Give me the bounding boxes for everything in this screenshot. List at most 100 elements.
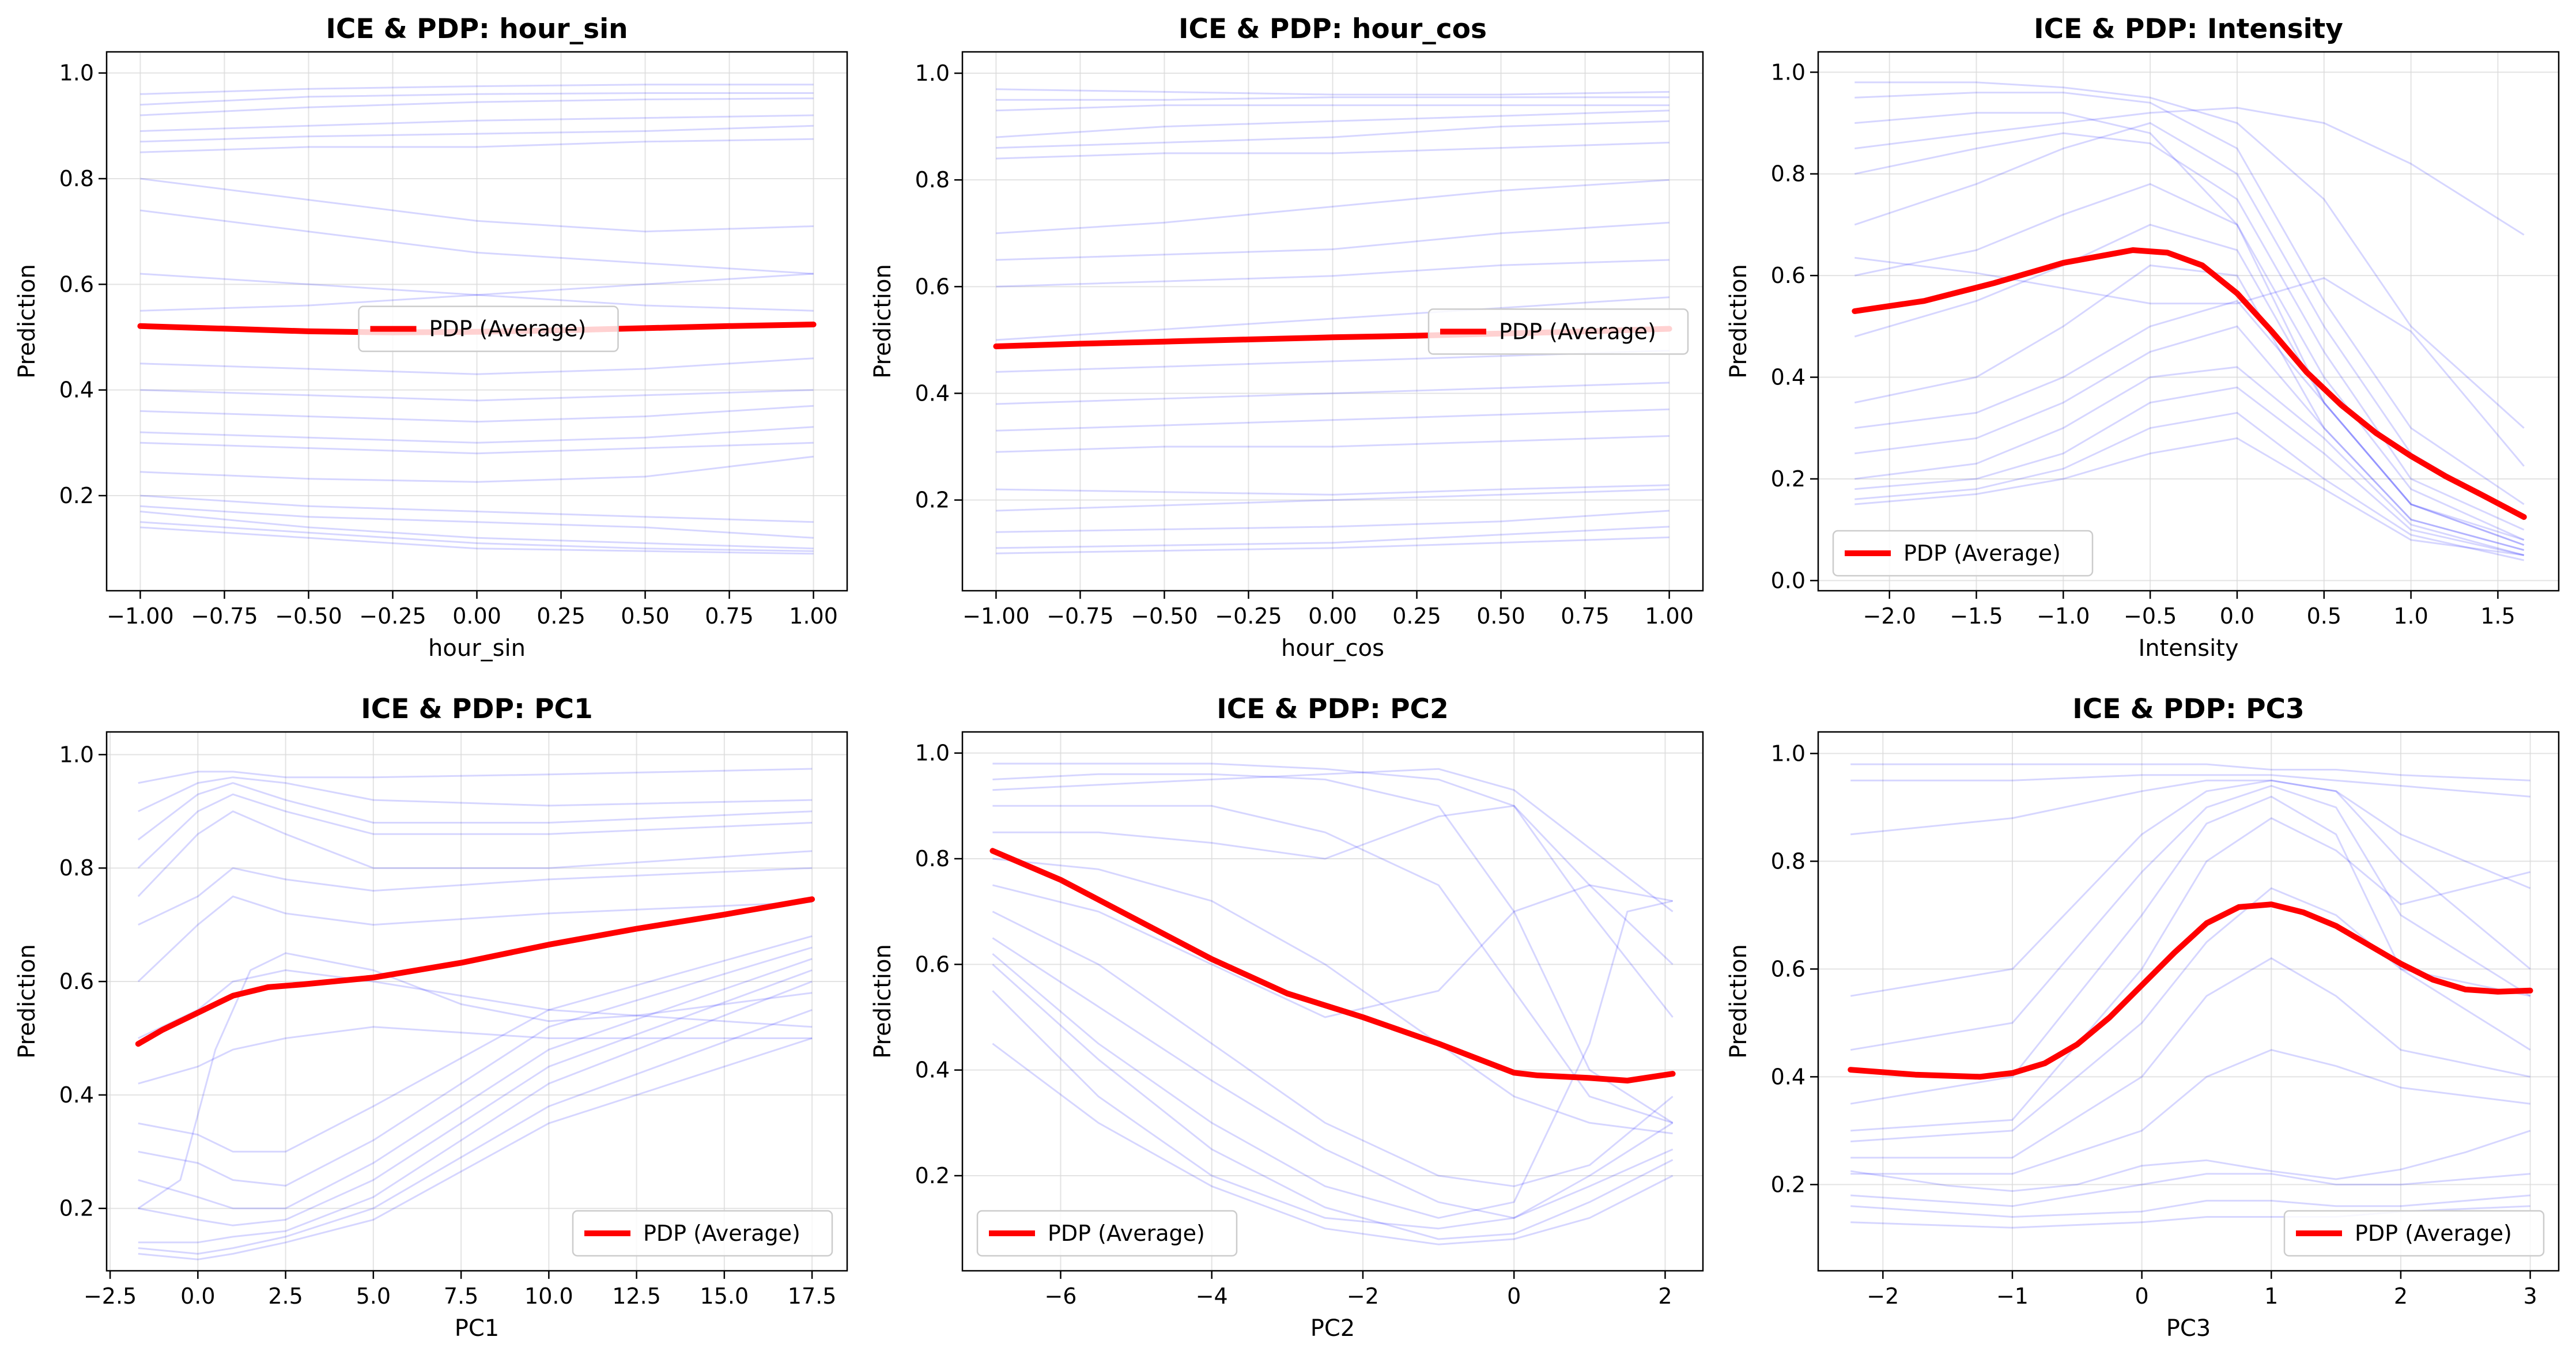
ice-line (138, 867, 813, 926)
chart-title: ICE & PDP: PC1 (361, 693, 593, 725)
ice-line (1854, 300, 2525, 546)
x-tick-label: 1.5 (2480, 603, 2515, 629)
ice-line (1854, 107, 2525, 236)
ice-line (1854, 366, 2525, 556)
x-tick-label: 1.00 (1645, 603, 1694, 629)
ice-line (1850, 1194, 2530, 1218)
ice-line (137, 895, 813, 983)
ice-line (992, 768, 1674, 912)
data-layer (1848, 763, 2533, 1229)
y-tick-label: 1.0 (915, 61, 950, 86)
x-tick-label: 0.75 (1561, 603, 1610, 629)
ice-line (140, 426, 814, 444)
y-tick-label: 0.2 (1771, 1172, 1806, 1197)
x-tick-label: −6 (1044, 1283, 1077, 1309)
ice-line (1850, 1049, 2530, 1175)
y-axis-label: Prediction (14, 944, 40, 1059)
ice-line (992, 1043, 1674, 1245)
x-axis-label: hour_sin (428, 635, 526, 662)
ice-line (1850, 774, 2530, 798)
legend: PDP (Average) (1427, 308, 1689, 355)
chart-title: ICE & PDP: hour_cos (1179, 13, 1487, 45)
x-tick-label: 0 (1507, 1283, 1521, 1309)
x-tick-label: 0.50 (621, 603, 670, 629)
y-axis-label: Prediction (1725, 264, 1752, 379)
ice-line (992, 964, 1674, 1240)
ice-line (1850, 779, 2531, 997)
x-tick-label: −0.75 (1047, 603, 1113, 629)
ice-line (140, 138, 814, 153)
ice-line (996, 296, 1670, 341)
ice-line (996, 526, 1670, 549)
x-tick-label: 0.5 (2307, 603, 2341, 629)
ice-line (140, 114, 814, 132)
x-tick-label: 0.0 (180, 1283, 215, 1309)
ice-line (140, 273, 814, 312)
x-tick-label: 15.0 (700, 1283, 749, 1309)
ice-line (1854, 325, 2525, 551)
x-tick-label: 1.0 (2393, 603, 2428, 629)
data-layer (989, 762, 1676, 1245)
ice-line (996, 110, 1670, 138)
y-axis-label: Prediction (1725, 944, 1752, 1059)
x-axis-label: PC2 (1310, 1315, 1355, 1342)
x-tick-label: −1.00 (962, 603, 1029, 629)
x-tick-label: 0 (2135, 1283, 2149, 1309)
axes-frame (1817, 51, 2560, 592)
ice-line (1850, 785, 2531, 1051)
ice-line (996, 536, 1670, 554)
y-tick-label: 0.6 (1771, 956, 1806, 981)
y-axis-label: Prediction (14, 264, 40, 379)
ice-line (992, 937, 1674, 1219)
ice-line (137, 952, 813, 1209)
ice-line (138, 1037, 813, 1260)
ice-line (138, 776, 813, 813)
legend-label: PDP (Average) (1903, 541, 2061, 566)
x-tick-label: 0.50 (1476, 603, 1525, 629)
y-tick-label: 1.0 (59, 742, 94, 767)
x-axis-label: PC1 (455, 1315, 500, 1342)
ice-line (1854, 132, 2525, 531)
legend: PDP (Average) (1832, 530, 2094, 577)
ice-line (992, 884, 1673, 1018)
legend: PDP (Average) (976, 1210, 1238, 1257)
y-tick-label: 0.6 (1771, 263, 1806, 288)
ice-line (1854, 256, 2525, 467)
ice-line (138, 946, 813, 1187)
legend: PDP (Average) (2283, 1210, 2545, 1257)
ice-line (140, 209, 814, 275)
x-tick-label: 2 (2394, 1283, 2408, 1309)
ice-line (1854, 437, 2524, 556)
chart-title: ICE & PDP: hour_sin (326, 13, 628, 45)
ice-line (140, 521, 814, 552)
y-tick-label: 0.4 (915, 1058, 950, 1083)
ice-line (138, 958, 813, 1210)
ice-line (1854, 265, 2525, 551)
axes-frame (961, 731, 1704, 1272)
ice-line (140, 526, 814, 555)
y-tick-label: 0.2 (915, 488, 950, 513)
ice-line (992, 762, 1674, 1018)
x-tick-label: −2 (1867, 1283, 1899, 1309)
ice-line (996, 484, 1670, 496)
y-tick-label: 1.0 (915, 741, 950, 766)
y-axis-label: Prediction (870, 264, 896, 379)
x-tick-label: 0.0 (2220, 603, 2254, 629)
x-tick-label: 12.5 (612, 1283, 661, 1309)
data-layer (137, 84, 817, 555)
ice-line (140, 97, 814, 116)
axes-frame (105, 731, 848, 1272)
x-tick-label: 0.75 (705, 603, 754, 629)
ice-line (138, 1009, 813, 1255)
x-tick-label: −0.75 (191, 603, 258, 629)
y-tick-label: 0.2 (59, 1196, 94, 1221)
ice-line (138, 969, 813, 1226)
y-tick-label: 0.8 (59, 855, 94, 881)
y-tick-label: 0.4 (1771, 1064, 1806, 1089)
ice-line (1850, 763, 2530, 781)
ice-line (996, 382, 1670, 405)
y-tick-label: 0.8 (59, 166, 94, 191)
y-tick-label: 0.2 (915, 1163, 950, 1188)
x-tick-label: 17.5 (788, 1283, 837, 1309)
ice-line (1854, 122, 2525, 520)
